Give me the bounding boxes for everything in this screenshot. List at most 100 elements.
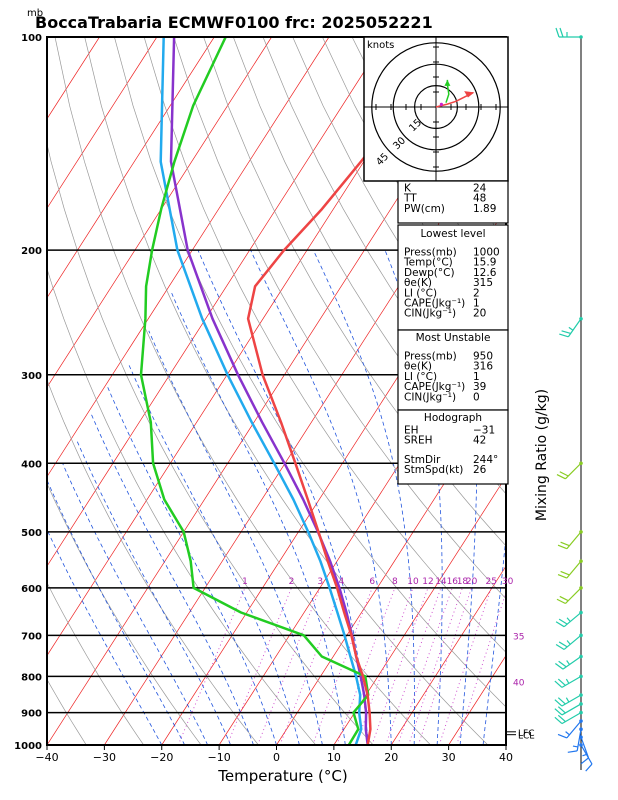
wind-barb-dot: [579, 559, 583, 563]
wind-barb-flag: [554, 716, 563, 725]
wind-barb-flag: [557, 678, 566, 686]
wind-barb-dot: [579, 702, 583, 706]
hodograph-stats-title: Hodograph: [424, 412, 482, 424]
pressure-unit-label: mb: [27, 8, 43, 19]
mixing-ratio-label: 12: [422, 577, 433, 587]
index-label: StmSpd(kt): [404, 464, 463, 476]
isotherm-line: [47, 37, 215, 299]
wind-barb-dot: [579, 719, 583, 723]
moist-adiabat-line: [482, 532, 506, 745]
index-value: 15.9: [473, 257, 496, 269]
wind-barb-flag: [566, 617, 571, 622]
wind-barb-flag: [566, 640, 571, 645]
wind-barb-flag: [580, 757, 589, 765]
moist-adiabat-line: [148, 330, 323, 745]
wind-barb-flag: [555, 643, 565, 650]
moist-adiabat-line: [75, 439, 231, 745]
moist-adiabat-line: [47, 479, 186, 745]
index-label: CIN(Jkg⁻¹): [404, 308, 456, 320]
index-value: 42: [473, 435, 486, 447]
wind-barb-flag: [565, 678, 570, 684]
index-label: PW(cm): [404, 203, 445, 215]
wind-barb-flag: [565, 731, 570, 736]
pressure-tick-label: 400: [21, 459, 42, 470]
theta-e-label: 40: [513, 679, 525, 689]
index-value: 1.89: [473, 203, 496, 215]
chart-title: BoccaTrabaria ECMWF0100 frc: 2025052221: [35, 13, 433, 32]
wind-barb-shaft: [562, 656, 582, 670]
hodograph-arrowhead: [464, 91, 475, 98]
index-label: LI (°C): [404, 371, 437, 383]
moist-adiabat-line: [250, 249, 392, 745]
index-label: K: [404, 183, 412, 195]
index-value: 315: [473, 277, 493, 289]
wind-barb-shaft: [561, 694, 582, 707]
isotherm-line: [47, 37, 158, 209]
wind-barb-flag: [559, 333, 569, 338]
index-value: 39: [473, 381, 486, 393]
hodograph-upper-arrowhead: [444, 79, 451, 86]
moist-adiabat-line: [62, 463, 209, 745]
pressure-tick-label: 800: [21, 672, 42, 683]
dry-adiabat-line: [590, 37, 618, 745]
wind-barb-flag: [565, 697, 570, 703]
wind-barb-flag: [554, 708, 563, 716]
mixing-ratio-label: 10: [407, 577, 419, 587]
wind-barb-flag: [561, 330, 571, 335]
wind-barb-dot: [579, 654, 583, 659]
dry-adiabat-line: [114, 37, 506, 708]
x-tick-label: 30: [442, 751, 456, 764]
hodograph-unit-label: knots: [367, 40, 394, 51]
index-value: 26: [473, 464, 487, 476]
isotherm-line: [47, 37, 330, 478]
wind-barb-shaft: [563, 612, 582, 628]
x-tick-label: −10: [208, 751, 231, 764]
index-value: 48: [473, 193, 486, 205]
dry-adiabat-line: [47, 142, 374, 745]
wind-barb-flag: [556, 474, 566, 480]
wind-barb-dot: [579, 316, 583, 321]
pressure-tick-label: 300: [21, 371, 42, 382]
wind-barb-dot: [579, 710, 583, 715]
pressure-tick-label: 900: [21, 709, 42, 720]
wind-barb-shaft: [566, 531, 582, 550]
index-value: 20: [473, 308, 486, 320]
index-label: Press(mb): [404, 247, 457, 259]
index-value: 316: [473, 361, 493, 373]
wind-barb-flag: [558, 641, 568, 648]
index-value: 1: [473, 371, 480, 383]
moist-adiabat-line: [171, 292, 346, 745]
moist-adiabat-line: [106, 384, 277, 745]
theta-e-label: 35: [513, 632, 524, 642]
index-label: Press(mb): [404, 351, 457, 363]
index-label: CIN(Jkg⁻¹): [404, 391, 456, 403]
wind-barb-flag: [557, 697, 566, 705]
wind-barb-dot: [579, 35, 583, 39]
wind-barb-flag: [559, 27, 564, 38]
wind-barb-flag: [554, 699, 563, 707]
moist-adiabat-line: [47, 528, 163, 745]
wind-barb-shaft: [565, 462, 582, 480]
wind-barb-flag: [557, 733, 568, 739]
mixing-ratio-line: [438, 587, 492, 745]
right-axis-title: Mixing Ratio (g/kg): [534, 389, 550, 521]
wind-barb-flag: [559, 595, 569, 602]
mixing-ratio-label: 14: [435, 577, 447, 587]
wind-barb-flag: [554, 680, 563, 688]
wind-barb-flag: [555, 663, 564, 670]
wind-barb-flag: [557, 544, 568, 550]
index-box: [397, 224, 509, 331]
wetbulb-profile-line: [159, 37, 363, 745]
isotherm-line: [161, 207, 506, 745]
mixing-ratio-line: [279, 587, 342, 745]
index-value: 1000: [473, 247, 500, 259]
mixing-ratio-label: 18: [457, 577, 469, 587]
mixing-ratio-label: 3: [317, 577, 323, 587]
wind-barb-dot: [579, 743, 583, 747]
dry-adiabat-line: [54, 37, 431, 745]
isotherm-line: [47, 37, 387, 567]
wind-barb-dot: [579, 674, 583, 679]
x-tick-label: −20: [150, 751, 173, 764]
wind-barb-shaft: [566, 560, 582, 579]
